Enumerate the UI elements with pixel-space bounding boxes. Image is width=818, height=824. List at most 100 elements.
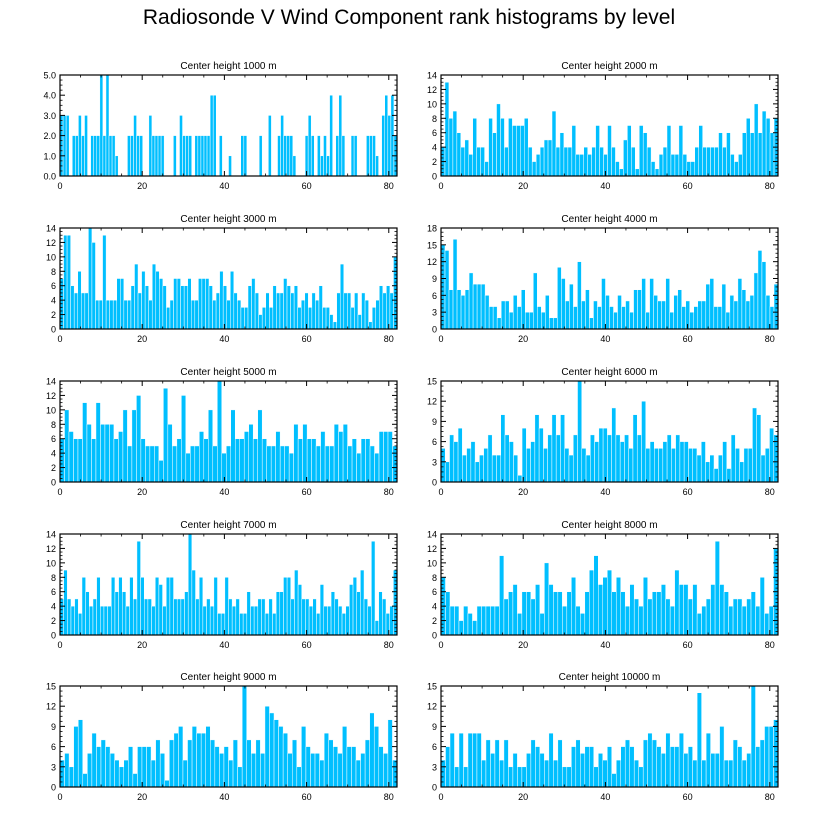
bar xyxy=(733,300,739,330)
bar xyxy=(452,238,458,330)
y-tick-label: 3 xyxy=(432,308,437,318)
bar xyxy=(113,438,119,483)
bar xyxy=(107,605,112,636)
bar xyxy=(329,445,335,483)
bar xyxy=(323,605,328,636)
bar xyxy=(335,135,340,177)
bar xyxy=(590,434,595,483)
bar xyxy=(460,146,466,177)
bar xyxy=(128,746,134,788)
bar xyxy=(647,732,653,788)
bar xyxy=(201,278,206,330)
bar xyxy=(713,468,719,483)
bar xyxy=(185,452,191,483)
bar xyxy=(692,448,698,483)
y-tick-label: 0 xyxy=(51,478,56,488)
bar xyxy=(159,753,165,788)
bar xyxy=(739,461,745,483)
bar xyxy=(458,732,464,788)
bar xyxy=(611,773,617,788)
bar xyxy=(681,306,686,330)
y-tick-label: 12 xyxy=(46,702,56,712)
bar xyxy=(349,584,354,636)
bar xyxy=(194,135,199,177)
bar xyxy=(629,311,634,330)
bar xyxy=(476,732,482,788)
bar xyxy=(241,685,247,788)
bar xyxy=(544,759,550,788)
bar xyxy=(757,250,763,330)
bar xyxy=(607,569,612,636)
bar xyxy=(761,261,767,330)
bar xyxy=(452,110,458,177)
bar xyxy=(568,454,574,483)
bar xyxy=(67,598,72,636)
bar xyxy=(645,448,651,483)
y-tick-label: 6 xyxy=(51,587,56,597)
y-tick-label: 9 xyxy=(432,722,437,732)
panel-title: Center height 8000 m xyxy=(561,520,657,531)
bar xyxy=(490,753,496,788)
bar xyxy=(114,759,120,788)
bar xyxy=(561,278,566,330)
bar xyxy=(374,620,379,636)
bar xyxy=(363,598,368,636)
bar xyxy=(326,155,330,177)
bar xyxy=(338,94,343,177)
bar xyxy=(369,135,373,177)
bar xyxy=(517,766,523,788)
bar xyxy=(64,753,70,788)
y-tick-label: 5.0 xyxy=(43,71,56,81)
bar xyxy=(222,285,227,330)
bar xyxy=(557,739,563,788)
bar xyxy=(547,434,553,483)
bar xyxy=(526,753,532,788)
bar xyxy=(209,94,214,177)
bar xyxy=(530,739,536,788)
bar xyxy=(662,441,668,483)
x-tick-label: 0 xyxy=(438,487,443,497)
y-tick-label: 9 xyxy=(432,417,437,427)
bar xyxy=(705,283,711,330)
bar xyxy=(172,445,178,483)
bar xyxy=(386,285,391,330)
y-tick-label: 0 xyxy=(432,631,437,641)
x-tick-label: 60 xyxy=(302,334,312,344)
bar xyxy=(730,154,735,177)
bar xyxy=(122,591,127,636)
bar xyxy=(379,285,384,330)
bar xyxy=(579,154,584,177)
bar xyxy=(565,300,570,330)
x-tick-label: 20 xyxy=(518,181,528,191)
bar xyxy=(132,773,138,788)
bar xyxy=(91,242,96,330)
bar xyxy=(301,598,306,636)
bar xyxy=(557,267,562,330)
bar xyxy=(368,321,373,330)
bar xyxy=(82,773,88,788)
bar xyxy=(292,739,298,788)
y-tick-label: 3 xyxy=(51,762,56,772)
bar xyxy=(617,295,622,330)
bar xyxy=(318,285,323,330)
bar xyxy=(750,685,756,788)
bar xyxy=(365,438,371,483)
bar xyxy=(223,746,229,788)
bar xyxy=(560,414,565,483)
bar xyxy=(539,146,545,177)
bar xyxy=(219,135,223,177)
y-tick-label: 12 xyxy=(427,85,437,95)
bar xyxy=(305,598,310,636)
bar xyxy=(563,146,569,177)
bar xyxy=(378,591,383,636)
bar xyxy=(144,598,149,636)
x-tick-label: 20 xyxy=(137,640,147,650)
bar xyxy=(721,283,727,330)
bar xyxy=(545,295,550,330)
bar xyxy=(209,605,215,636)
bar xyxy=(577,380,583,483)
bar xyxy=(589,317,594,330)
bar xyxy=(91,438,97,483)
bar xyxy=(480,283,486,330)
bar xyxy=(325,307,330,330)
